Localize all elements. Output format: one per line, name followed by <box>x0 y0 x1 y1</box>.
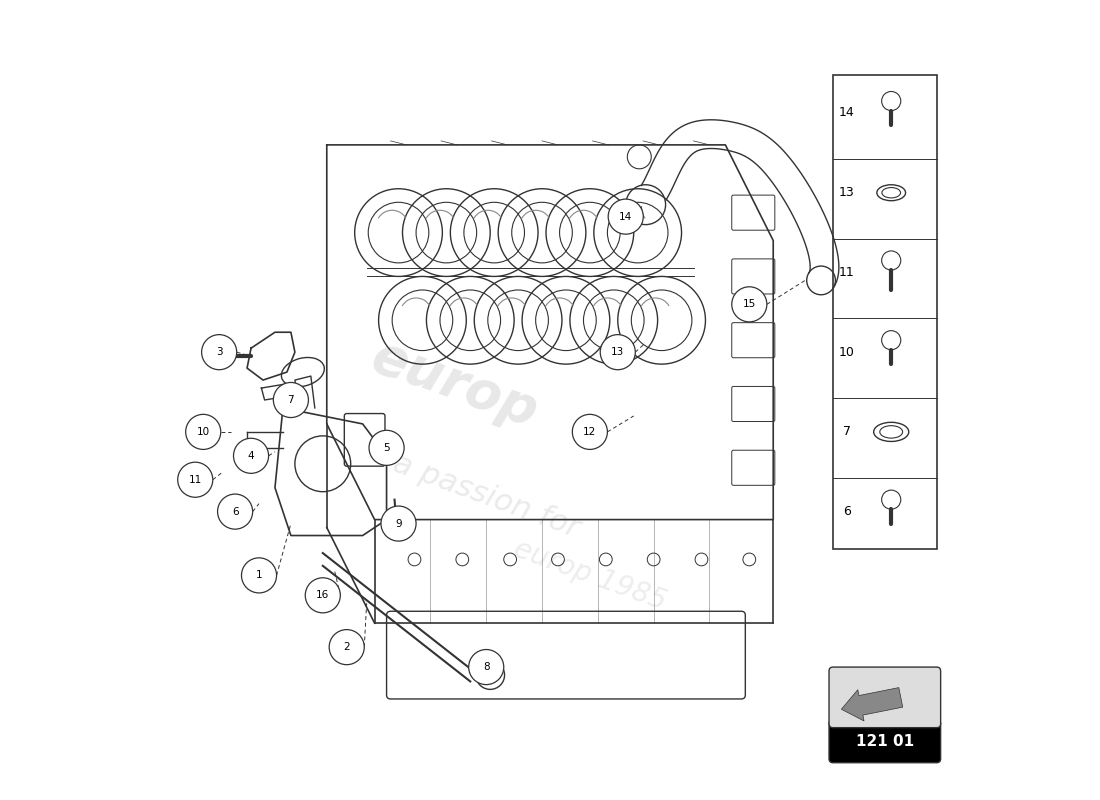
Text: 1: 1 <box>255 570 262 580</box>
Text: 13: 13 <box>612 347 625 357</box>
Text: 11: 11 <box>838 266 855 279</box>
Circle shape <box>732 286 767 322</box>
Text: 3: 3 <box>216 347 222 357</box>
Text: europ 1985: europ 1985 <box>509 535 670 616</box>
Circle shape <box>572 414 607 450</box>
Text: 15: 15 <box>742 299 756 310</box>
FancyArrow shape <box>842 687 903 721</box>
Text: 8: 8 <box>483 662 490 672</box>
Text: 13: 13 <box>838 186 855 199</box>
Circle shape <box>329 630 364 665</box>
Text: 2: 2 <box>343 642 350 652</box>
Text: 12: 12 <box>583 427 596 437</box>
Circle shape <box>201 334 236 370</box>
Circle shape <box>469 650 504 685</box>
Text: 6: 6 <box>843 505 850 518</box>
Circle shape <box>274 382 308 418</box>
Circle shape <box>368 430 404 466</box>
Circle shape <box>306 578 340 613</box>
Text: 121 01: 121 01 <box>856 734 914 749</box>
Circle shape <box>608 199 644 234</box>
Text: 11: 11 <box>188 474 202 485</box>
Circle shape <box>242 558 276 593</box>
Text: 14: 14 <box>838 106 855 119</box>
Text: 9: 9 <box>395 518 402 529</box>
Circle shape <box>186 414 221 450</box>
FancyBboxPatch shape <box>829 667 940 728</box>
Text: a passion for: a passion for <box>389 449 583 543</box>
Text: 7: 7 <box>843 426 850 438</box>
Text: europ: europ <box>364 330 544 438</box>
Circle shape <box>218 494 253 529</box>
Text: 5: 5 <box>383 443 389 453</box>
Text: 4: 4 <box>248 451 254 461</box>
Text: 10: 10 <box>197 427 210 437</box>
Text: 16: 16 <box>316 590 329 600</box>
Text: 10: 10 <box>838 346 855 358</box>
Circle shape <box>233 438 268 474</box>
Text: 6: 6 <box>232 506 239 517</box>
FancyBboxPatch shape <box>829 720 940 762</box>
Circle shape <box>178 462 212 498</box>
Circle shape <box>381 506 416 541</box>
Circle shape <box>601 334 636 370</box>
Text: 7: 7 <box>287 395 294 405</box>
Text: 14: 14 <box>619 212 632 222</box>
